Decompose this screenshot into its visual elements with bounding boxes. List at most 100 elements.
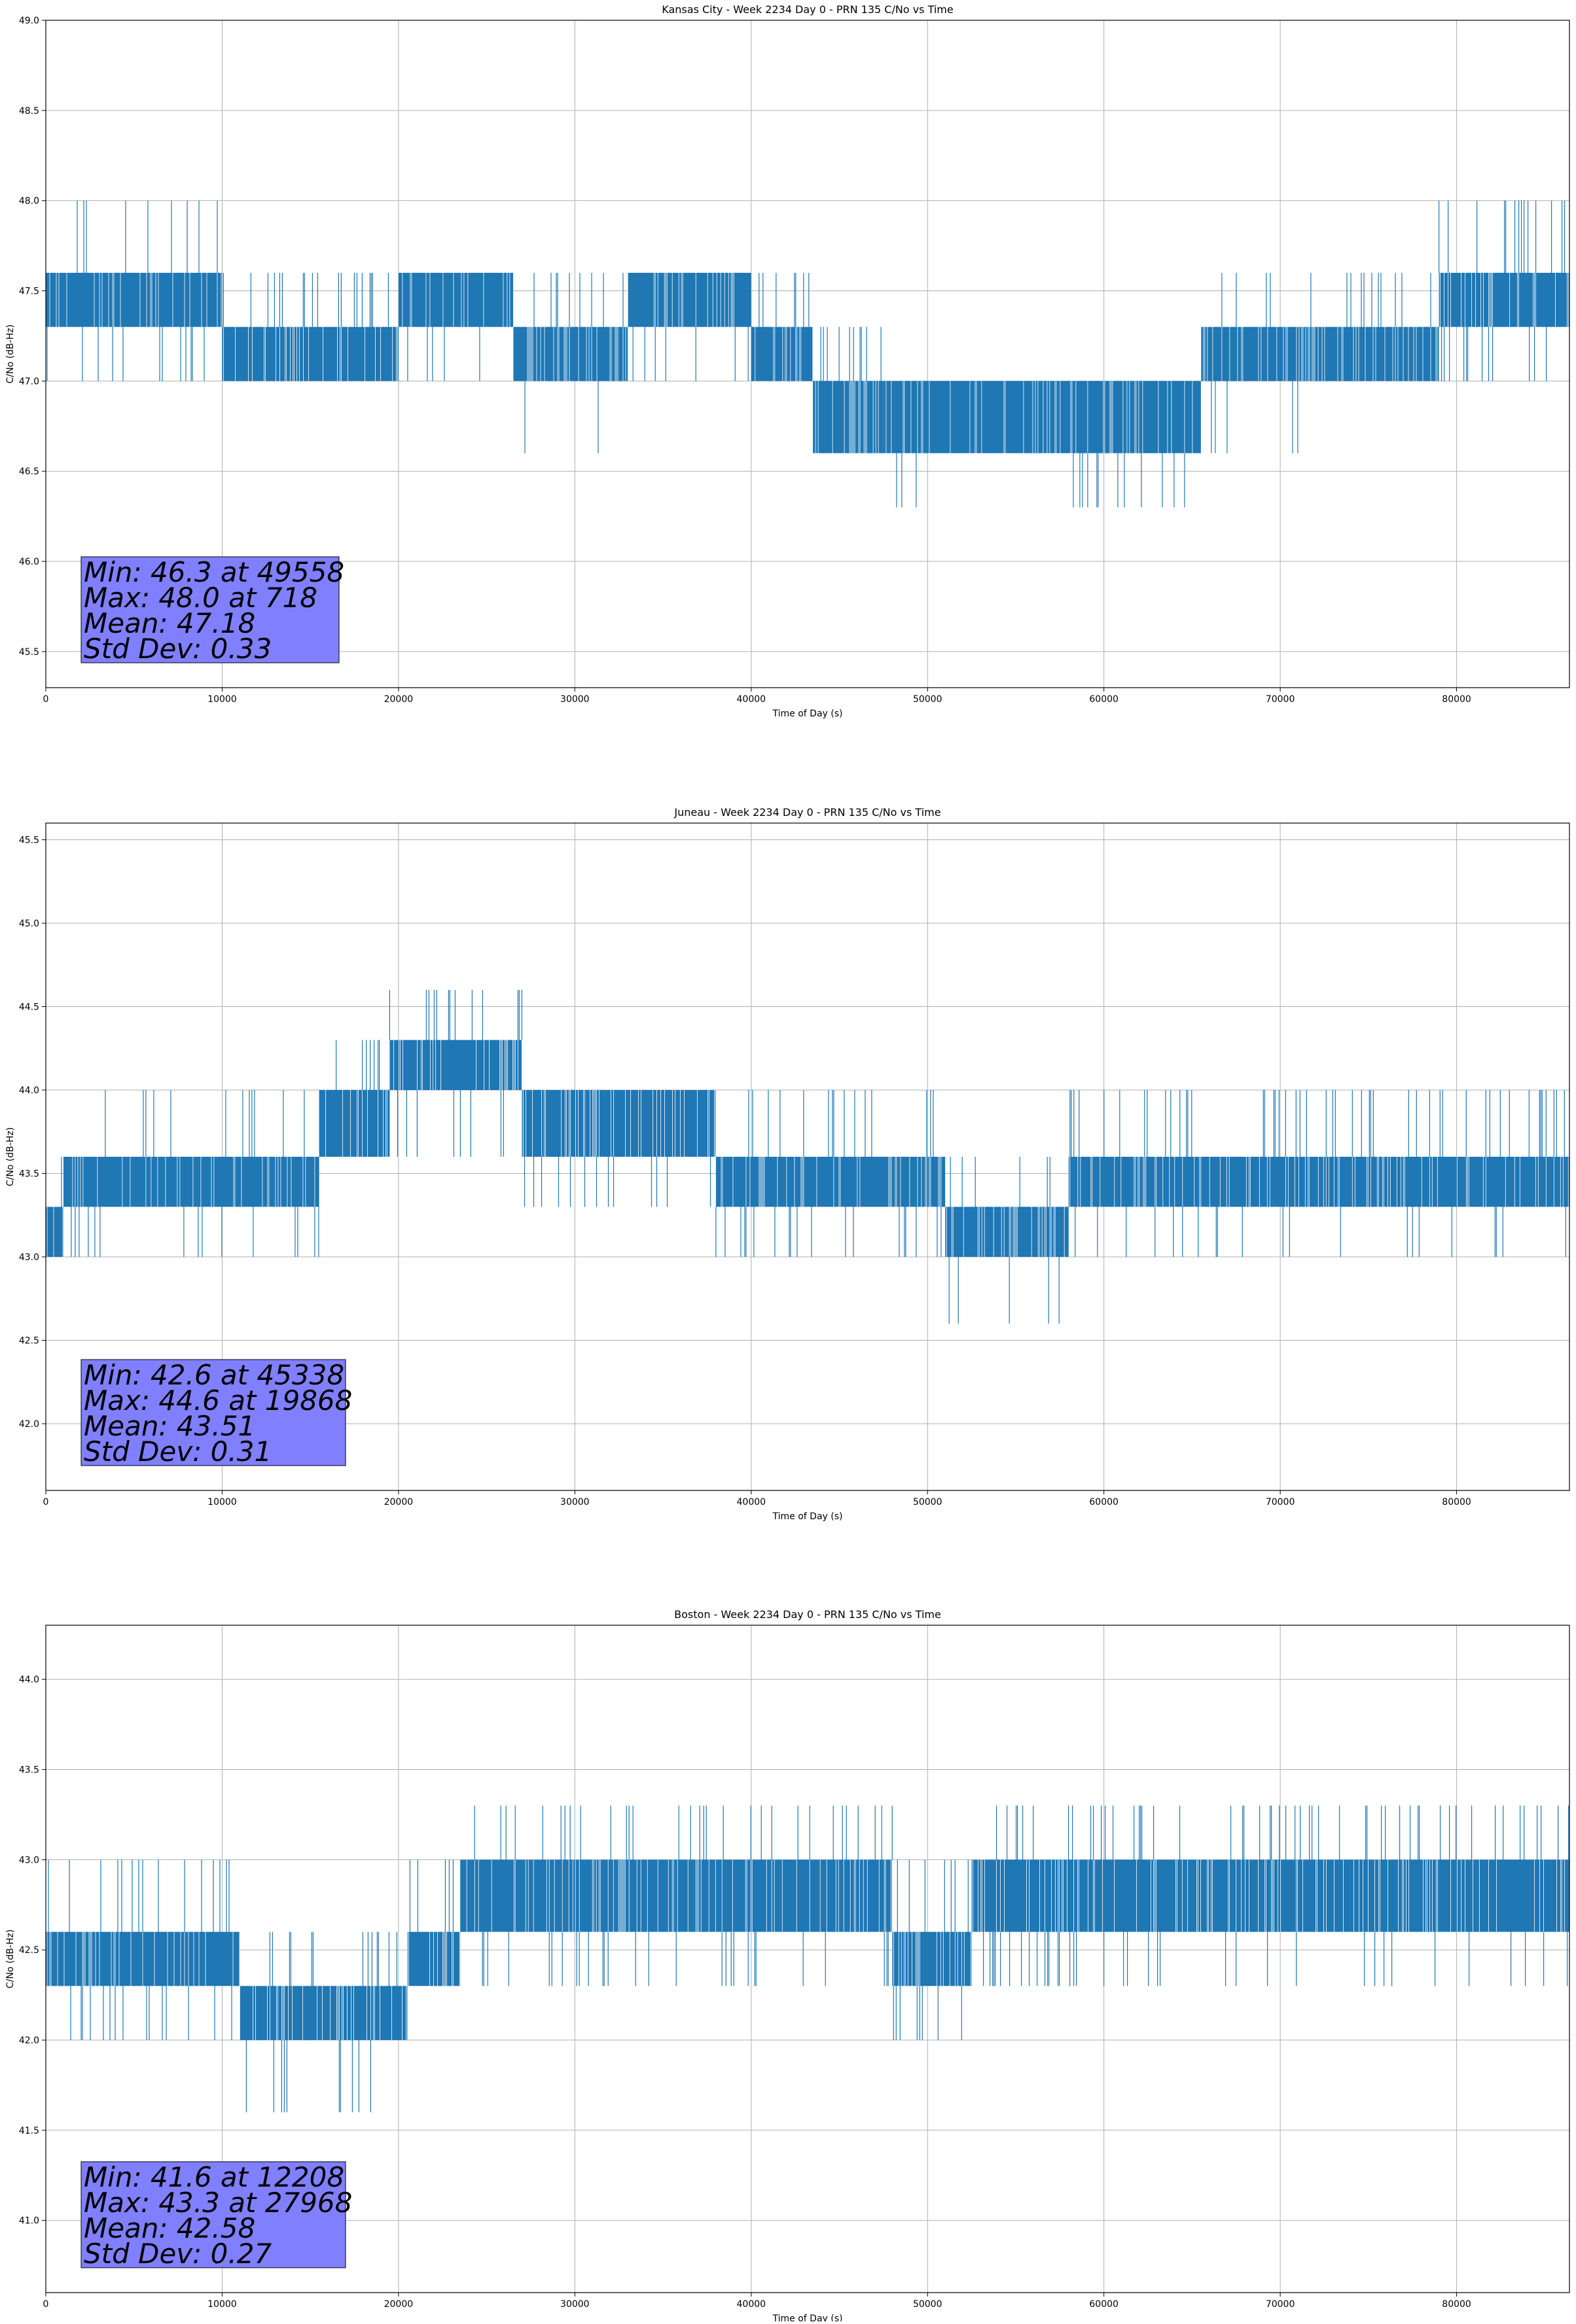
signal-band: [751, 326, 814, 381]
x-tick-label: 40000: [737, 694, 766, 705]
stats-min-text: Min: 41.6 at 12208: [84, 2161, 344, 2193]
x-axis-label: Time of Day (s): [772, 1511, 843, 1522]
stats-max-text: Max: 48.0 at 718: [84, 582, 317, 614]
x-tick-label: 30000: [560, 2299, 590, 2310]
signal-spikes: [1346, 272, 1431, 327]
stats-mean-text: Mean: 43.51: [84, 1410, 255, 1442]
x-tick-label: 70000: [1266, 1497, 1295, 1507]
stats-std-text: Std Dev: 0.31: [84, 1435, 272, 1468]
chart-panel-3: Boston - Week 2234 Day 0 - PRN 135 C/No …: [5, 1608, 1570, 2324]
signal-spikes: [336, 1040, 380, 1090]
stats-min-text: Min: 42.6 at 45338: [84, 1359, 344, 1391]
plot-frame: [45, 20, 1570, 688]
x-tick-label: 20000: [384, 1497, 414, 1507]
x-tick-label: 10000: [207, 2299, 237, 2310]
signal-gaps: [946, 1206, 1065, 1257]
x-tick-label: 30000: [560, 1497, 590, 1507]
x-tick-label: 60000: [1089, 1497, 1119, 1507]
x-tick-label: 50000: [913, 1497, 942, 1507]
x-tick-label: 40000: [737, 1497, 766, 1507]
y-tick-label: 46.5: [19, 467, 39, 477]
chart-panel-1: Kansas City - Week 2234 Day 0 - PRN 135 …: [5, 3, 1570, 719]
signal-gaps: [402, 272, 510, 327]
signal-spikes: [48, 1859, 232, 2041]
signal-gaps: [893, 1931, 971, 1986]
x-tick-label: 50000: [913, 694, 942, 705]
y-tick-label: 42.0: [19, 2035, 39, 2046]
signal-spikes: [474, 1805, 893, 1986]
y-tick-label: 47.0: [19, 376, 39, 387]
signal-band: [1209, 1157, 1569, 1207]
signal-band: [460, 1859, 893, 1932]
y-tick-label: 44.5: [19, 1002, 39, 1013]
plot-frame: [45, 822, 1570, 1491]
x-tick-label: 30000: [560, 694, 590, 705]
x-tick-label: 80000: [1442, 2299, 1471, 2310]
signal-band: [813, 381, 884, 453]
signal-band: [628, 272, 751, 327]
signal-gaps: [72, 1157, 315, 1207]
signal-band: [46, 272, 223, 327]
signal-gaps: [973, 1859, 1565, 1932]
x-tick-label: 0: [43, 694, 49, 705]
signal-gaps: [407, 1931, 460, 1986]
stats-box: [81, 2161, 346, 2268]
x-axis-label: Time of Day (s): [772, 709, 843, 719]
x-tick-label: 80000: [1442, 694, 1471, 705]
x-tick-label: 60000: [1089, 2299, 1119, 2310]
signal-spikes: [46, 200, 218, 381]
signal-gaps: [49, 272, 222, 327]
signal-spikes: [223, 272, 389, 327]
signal-gaps: [1200, 326, 1316, 381]
y-tick-label: 47.5: [19, 287, 39, 297]
stats-min-text: Min: 46.3 at 49558: [84, 556, 344, 588]
x-tick-label: 80000: [1442, 1497, 1471, 1507]
stats-box: [81, 1359, 346, 1466]
stats-mean-text: Mean: 42.58: [84, 2212, 255, 2244]
y-tick-label: 44.0: [19, 1675, 39, 1685]
signal-band: [398, 272, 514, 327]
signal-gaps: [46, 1206, 63, 1257]
signal-gaps: [512, 326, 626, 381]
y-tick-label: 45.5: [19, 647, 39, 658]
x-tick-label: 60000: [1089, 694, 1119, 705]
signal-band: [945, 1206, 1069, 1257]
x-tick-label: 70000: [1266, 2299, 1295, 2310]
y-tick-label: 45.0: [19, 919, 39, 929]
signal-gaps: [815, 381, 879, 453]
x-tick-label: 20000: [384, 2299, 414, 2310]
y-tick-label: 42.5: [19, 1336, 39, 1347]
signal-spikes: [1069, 1090, 1199, 1257]
signal-band: [389, 1040, 522, 1090]
y-tick-label: 43.5: [19, 1169, 39, 1180]
signal-gaps: [46, 1931, 240, 1986]
signal-spikes: [71, 1090, 319, 1257]
stats-std-text: Std Dev: 0.27: [84, 2238, 272, 2270]
y-tick-label: 46.0: [19, 557, 39, 567]
signal-spikes: [893, 1859, 969, 2041]
signal-gaps: [240, 1986, 406, 2041]
signal-gaps: [325, 1090, 387, 1157]
signal-spikes: [820, 326, 882, 381]
stats-box: [81, 556, 340, 663]
signal-spikes: [245, 1931, 397, 2113]
chart-title: Kansas City - Week 2234 Day 0 - PRN 135 …: [662, 3, 953, 16]
stats-mean-text: Mean: 47.18: [84, 607, 255, 639]
data-series: [46, 200, 1569, 508]
signal-spikes: [759, 272, 810, 327]
signal-spikes: [983, 1805, 1569, 1986]
signal-gaps: [886, 381, 1193, 453]
y-tick-label: 48.5: [19, 106, 39, 116]
signal-gaps: [1209, 1157, 1569, 1207]
x-tick-label: 10000: [207, 1497, 237, 1507]
data-series: [46, 990, 1569, 1324]
signal-band: [883, 381, 1201, 453]
signal-spikes: [632, 326, 749, 381]
chart-panel-2: Juneau - Week 2234 Day 0 - PRN 135 C/No …: [5, 806, 1570, 1522]
stats-max-text: Max: 44.6 at 19868: [84, 1384, 352, 1417]
y-tick-label: 49.0: [19, 16, 39, 26]
stats-max-text: Max: 43.3 at 27968: [84, 2187, 352, 2219]
signal-band: [1200, 326, 1316, 381]
